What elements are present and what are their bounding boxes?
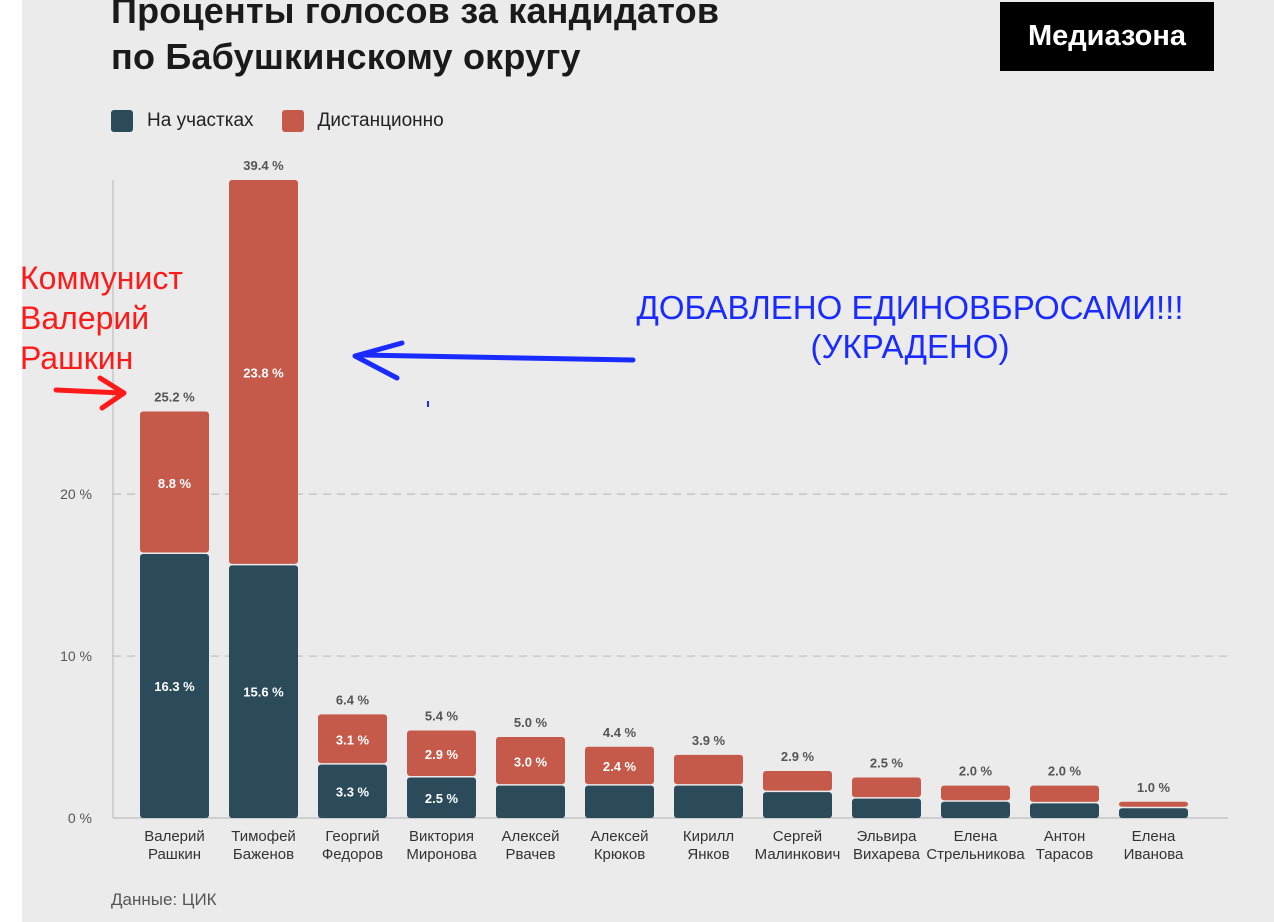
bar-segment-remote bbox=[585, 746, 654, 785]
red-arrow-head bbox=[97, 375, 127, 411]
x-category-label: Малинкович bbox=[755, 846, 841, 863]
bar-total-label: 2.5 % bbox=[870, 756, 904, 771]
annotation-red-line-3: Рашкин bbox=[20, 340, 134, 376]
title-line-1: Проценты голосов за кандидатов bbox=[111, 0, 720, 31]
bar-total-label: 1.0 % bbox=[1137, 780, 1171, 795]
legend: На участках Дистанционно bbox=[111, 110, 472, 132]
bar-total-label: 2.0 % bbox=[1048, 764, 1082, 779]
brand-name: Медиазона bbox=[1027, 20, 1187, 52]
x-category-label: Янков bbox=[687, 846, 729, 863]
bar-total-label: 25.2 % bbox=[154, 390, 195, 405]
x-category-label: Сергей bbox=[773, 828, 822, 845]
x-category-label: Георгий bbox=[325, 828, 379, 845]
source-note: Данные: ЦИК bbox=[111, 890, 217, 909]
bar-total-label: 5.0 % bbox=[514, 715, 548, 730]
bar-total-label: 4.4 % bbox=[603, 725, 637, 740]
chart-title: Проценты голосов за кандидатов по Бабушк… bbox=[111, 0, 719, 80]
x-category-label: Баженов bbox=[233, 846, 294, 863]
bar-segment-onsite bbox=[585, 785, 654, 818]
legend-swatch-onsite bbox=[111, 110, 133, 132]
bar-value-label: 3.3 % bbox=[336, 784, 370, 799]
bar-segment-onsite bbox=[1119, 808, 1188, 818]
bar-segment-onsite bbox=[140, 554, 209, 818]
x-category-label: Миронова bbox=[406, 846, 477, 863]
bar-value-label: 2.5 % bbox=[425, 791, 459, 806]
bar-segment-remote bbox=[852, 777, 921, 798]
bar-value-label: 2.4 % bbox=[603, 759, 637, 774]
x-category-label: Кирилл bbox=[683, 828, 734, 845]
bar-segment-onsite bbox=[763, 792, 832, 818]
legend-item-remote: Дистанционно bbox=[281, 110, 444, 132]
annotation-blue-line-2: (УКРАДЕНО) bbox=[810, 328, 1010, 365]
y-tick-label: 20 % bbox=[60, 486, 92, 502]
bar-total-label: 3.9 % bbox=[692, 733, 726, 748]
bar-total-label: 6.4 % bbox=[336, 692, 370, 707]
annotation-red: Коммунист Валерий Рашкин bbox=[20, 258, 183, 378]
bar-segment-onsite bbox=[1030, 803, 1099, 818]
x-category-label: Стрельникова bbox=[926, 846, 1025, 863]
x-category-label: Иванова bbox=[1124, 846, 1184, 863]
x-category-label: Елена bbox=[954, 828, 998, 845]
bar-total-label: 2.0 % bbox=[959, 764, 993, 779]
bar-value-label: 8.8 % bbox=[158, 476, 192, 491]
bar-segment-remote bbox=[140, 411, 209, 553]
annotation-blue-line-1: ДОБАВЛЕНО ЕДИНОВБРОСАМИ!!! bbox=[636, 289, 1184, 326]
x-category-label: Вихарева bbox=[853, 846, 921, 863]
bar-segment-remote bbox=[1030, 785, 1099, 802]
bar-value-label: 15.6 % bbox=[243, 685, 284, 700]
bar-segment-remote bbox=[763, 771, 832, 791]
bar-segment-onsite bbox=[674, 785, 743, 818]
bar-segment-remote bbox=[407, 730, 476, 777]
bar-segment-remote bbox=[1119, 801, 1188, 807]
bar-value-label: 3.1 % bbox=[336, 732, 370, 747]
blue-arrow-shaft bbox=[357, 352, 636, 363]
annotation-red-line-1: Коммунист bbox=[20, 260, 183, 296]
x-category-label: Тарасов bbox=[1036, 846, 1094, 863]
bar-segment-onsite bbox=[941, 801, 1010, 818]
bar-value-label: 16.3 % bbox=[154, 679, 195, 694]
x-category-label: Алексей bbox=[590, 828, 648, 845]
bar-total-label: 2.9 % bbox=[781, 749, 815, 764]
y-tick-label: 10 % bbox=[60, 648, 92, 664]
x-category-label: Валерий bbox=[144, 828, 205, 845]
bar-value-label: 3.0 % bbox=[514, 754, 548, 769]
bar-total-label: 5.4 % bbox=[425, 709, 459, 724]
blue-arrow-head bbox=[352, 340, 405, 381]
legend-swatch-remote bbox=[281, 110, 304, 132]
x-category-label: Крюков bbox=[594, 846, 645, 863]
bar-value-label: 2.9 % bbox=[425, 747, 459, 762]
legend-label-remote: Дистанционно bbox=[317, 110, 444, 131]
x-category-label: Федоров bbox=[322, 846, 383, 863]
bar-segment-onsite bbox=[318, 764, 387, 818]
bar-total-label: 39.4 % bbox=[243, 158, 284, 173]
red-arrow-shaft bbox=[53, 387, 125, 396]
x-category-label: Эльвира bbox=[857, 828, 918, 845]
x-category-label: Елена bbox=[1132, 828, 1176, 845]
bar-segment-onsite bbox=[407, 777, 476, 818]
x-category-label: Алексей bbox=[501, 828, 559, 845]
x-category-label: Виктория bbox=[409, 828, 474, 845]
bar-segment-remote bbox=[318, 714, 387, 764]
bar-segment-onsite bbox=[496, 785, 565, 818]
bar-segment-onsite bbox=[229, 565, 298, 818]
bar-segment-onsite bbox=[852, 798, 921, 818]
bar-segment-remote bbox=[229, 180, 298, 564]
bar-segment-remote bbox=[496, 737, 565, 785]
title-line-2: по Бабушкинскому округу bbox=[111, 36, 581, 77]
bar-value-label: 23.8 % bbox=[243, 366, 284, 381]
y-tick-label: 0 % bbox=[68, 810, 92, 826]
bar-segment-remote bbox=[674, 754, 743, 785]
x-category-label: Тимофей bbox=[231, 828, 296, 845]
x-category-label: Рашкин bbox=[148, 846, 201, 863]
bar-segment-remote bbox=[941, 785, 1010, 801]
brand-logo: Медиазона bbox=[1000, 2, 1214, 71]
x-category-label: Рвачев bbox=[506, 846, 556, 863]
annotation-blue: ДОБАВЛЕНО ЕДИНОВБРОСАМИ!!! (УКРАДЕНО) bbox=[620, 288, 1200, 366]
x-category-label: Антон bbox=[1044, 828, 1086, 845]
legend-label-onsite: На участках bbox=[147, 110, 254, 131]
legend-item-onsite: На участках bbox=[111, 110, 254, 132]
annotation-red-line-2: Валерий bbox=[20, 300, 150, 336]
